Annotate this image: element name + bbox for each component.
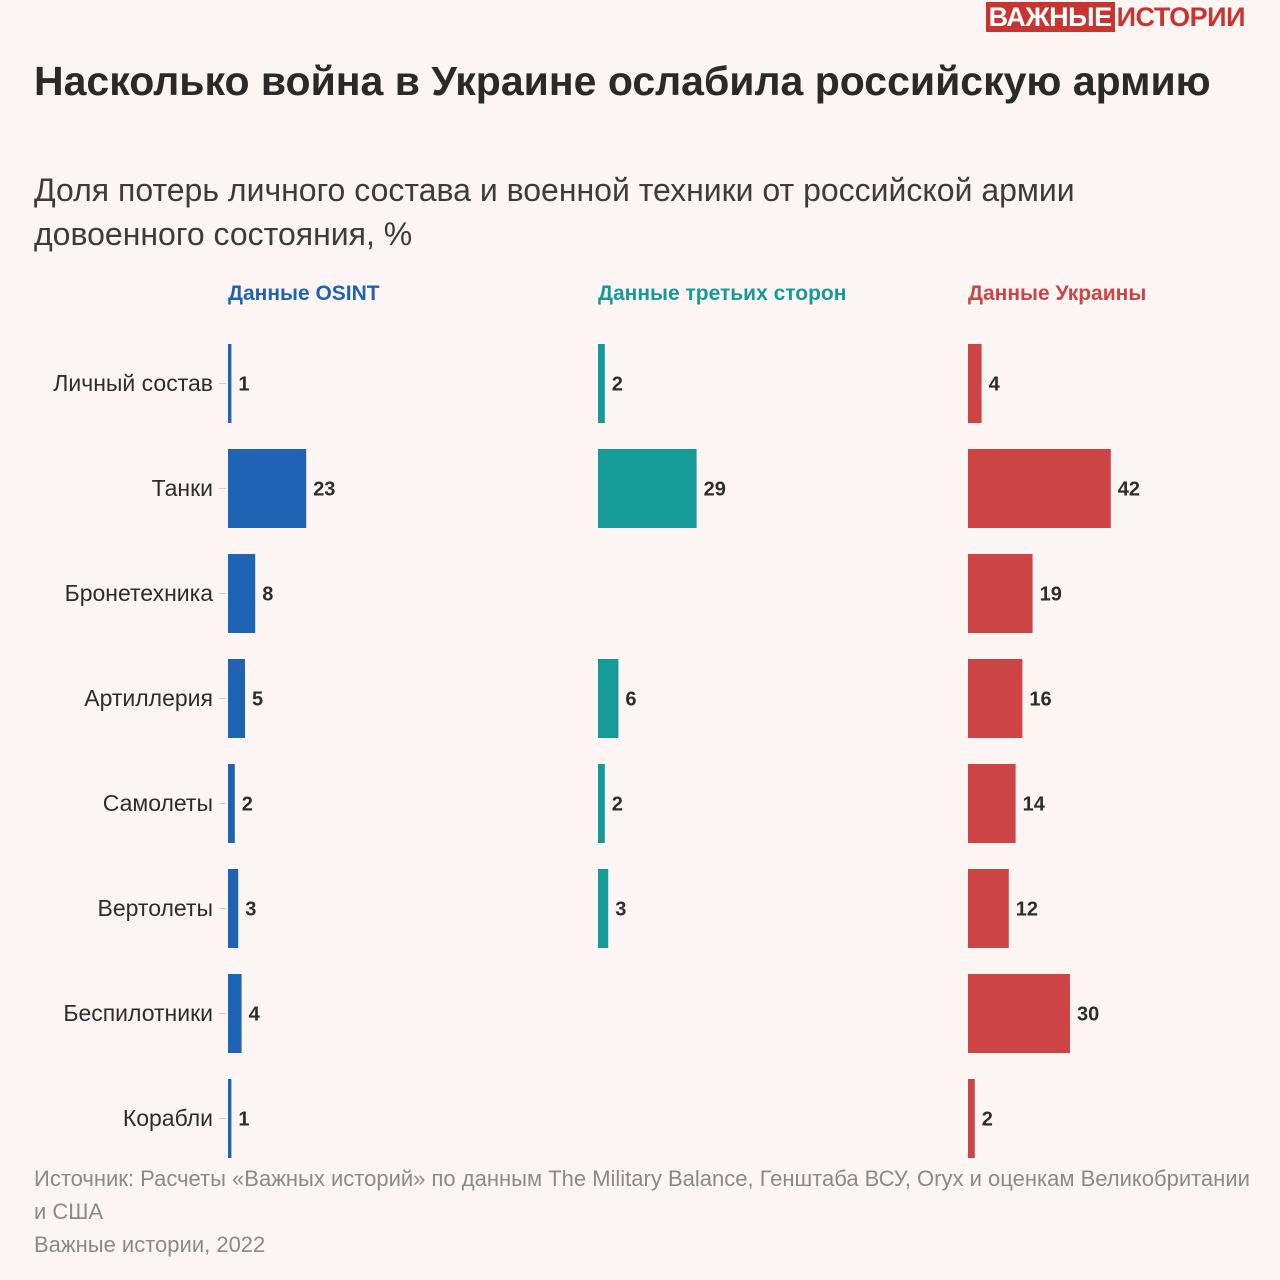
data-label-third-party: 2: [612, 794, 623, 816]
bar-third-party: [598, 764, 605, 843]
bar-third-party: [598, 344, 605, 423]
data-label-osint: 2: [242, 794, 253, 816]
data-label-ukraine: 30: [1077, 1004, 1099, 1026]
bar-osint: [228, 659, 245, 738]
bar-ukraine: [968, 869, 1009, 948]
bar-ukraine: [968, 659, 1023, 738]
data-label-ukraine: 2: [982, 1109, 993, 1131]
data-label-osint: 23: [313, 479, 335, 501]
bar-osint: [228, 554, 256, 633]
source-text: Источник: Расчеты «Важных историй» по да…: [34, 1166, 1250, 1224]
data-label-third-party: 29: [704, 479, 726, 501]
bar-osint: [228, 449, 307, 528]
bar-third-party: [598, 869, 609, 948]
bar-third-party: [598, 449, 697, 528]
series-header-osint: Данные OSINT: [228, 282, 380, 305]
data-label-third-party: 3: [615, 899, 626, 921]
brand-logo-part2: ИСТОРИИ: [1116, 2, 1246, 32]
data-label-third-party: 6: [625, 689, 636, 711]
chart-subtitle: Доля потерь личного состава и военной те…: [34, 172, 1075, 252]
bar-ukraine: [968, 974, 1070, 1053]
data-label-osint: 1: [238, 374, 249, 396]
credit-text: Важные истории, 2022: [34, 1232, 266, 1257]
data-label-ukraine: 16: [1029, 689, 1051, 711]
source-note: Источник: Расчеты «Важных историй» по да…: [34, 1162, 1254, 1261]
brand-logo-part1: ВАЖНЫЕ: [985, 2, 1115, 32]
bar-ukraine: [968, 449, 1111, 528]
bar-osint: [228, 344, 232, 423]
bar-ukraine: [968, 344, 982, 423]
category-label-helicopters: Вертолеты: [97, 895, 214, 921]
bar-osint: [228, 869, 239, 948]
data-label-ukraine: 4: [989, 374, 1001, 396]
brand-logo: ВАЖНЫЕ ИСТОРИИ: [985, 2, 1247, 32]
data-label-third-party: 2: [612, 374, 623, 396]
series-header-ukraine: Данные Украины: [968, 282, 1147, 305]
data-label-osint: 3: [245, 899, 256, 921]
category-label-ships: Корабли: [122, 1105, 213, 1131]
category-label-armored: Бронетехника: [64, 580, 213, 606]
bar-ukraine: [968, 1079, 975, 1158]
category-label-aircraft: Самолеты: [102, 790, 213, 816]
category-label-tanks: Танки: [151, 475, 213, 501]
bar-osint: [228, 974, 242, 1053]
bar-third-party: [598, 659, 619, 738]
data-label-ukraine: 14: [1023, 794, 1046, 816]
category-label-personnel: Личный состав: [53, 370, 213, 396]
chart-title: Насколько война в Украине ослабила росси…: [34, 58, 1211, 104]
series-header-third-party: Данные третьих сторон: [598, 282, 847, 305]
data-label-osint: 5: [252, 689, 263, 711]
category-label-artillery: Артиллерия: [84, 685, 213, 711]
category-label-drones: Беспилотники: [63, 1000, 213, 1026]
data-label-ukraine: 19: [1040, 584, 1062, 606]
bar-osint: [228, 764, 235, 843]
data-label-osint: 4: [249, 1004, 261, 1026]
data-label-osint: 8: [262, 584, 273, 606]
data-label-osint: 1: [238, 1109, 249, 1131]
data-label-ukraine: 42: [1118, 479, 1140, 501]
bar-ukraine: [968, 764, 1016, 843]
bar-ukraine: [968, 554, 1033, 633]
bar-osint: [228, 1079, 232, 1158]
data-label-ukraine: 12: [1016, 899, 1038, 921]
